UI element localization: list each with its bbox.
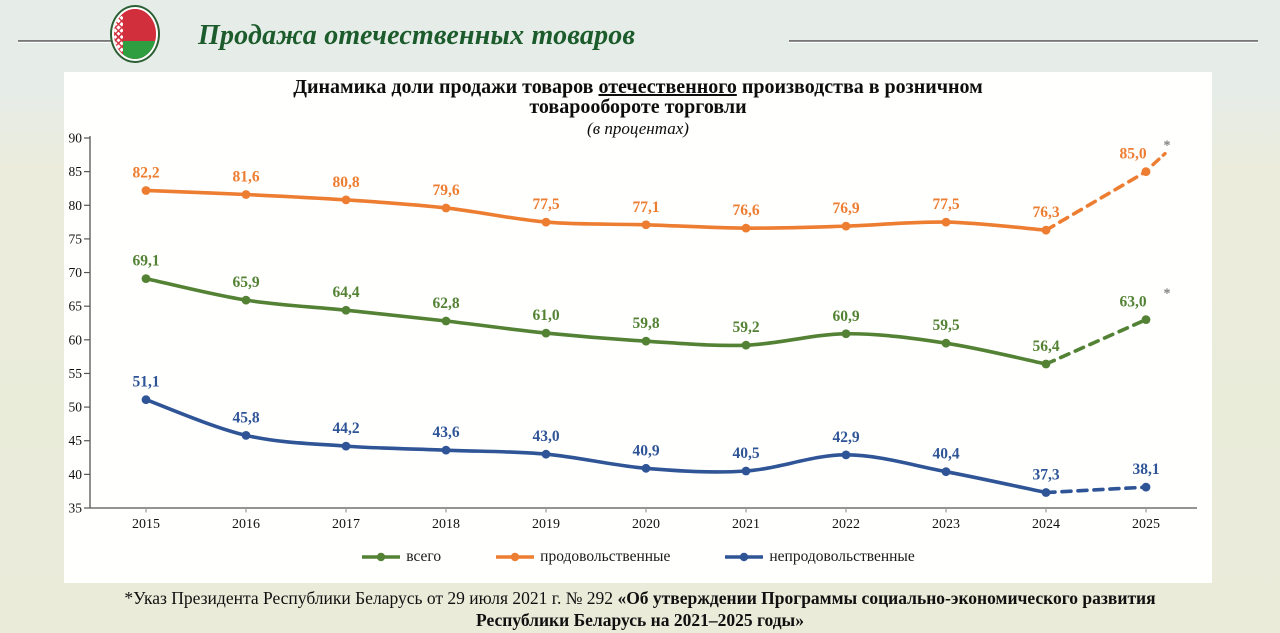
chart-legend: всего продовольственные непродовольственны… [64,548,1212,566]
svg-text:77,5: 77,5 [932,196,959,213]
svg-text:76,9: 76,9 [832,200,859,217]
footnote-bold-1: «Об утверждении Программы социально-экон… [617,588,1156,608]
svg-text:80,8: 80,8 [332,174,359,191]
svg-text:56,4: 56,4 [1032,338,1059,355]
svg-text:81,6: 81,6 [232,169,259,186]
svg-text:59,2: 59,2 [732,319,759,336]
svg-text:2017: 2017 [332,517,360,532]
svg-text:43,0: 43,0 [532,428,559,445]
legend-label: продовольственные [540,548,671,565]
svg-text:2015: 2015 [132,517,160,532]
svg-text:60,9: 60,9 [832,308,859,325]
chart-title-line2: товарообороте торговли [529,96,747,119]
legend-label: непродовольственные [769,548,915,565]
legend-item-продовольственные: продовольственные [495,548,670,566]
svg-text:63,0: 63,0 [1119,294,1146,311]
chart-subtitle: (в процентах) [587,118,689,138]
series-всего: 69,1 65,9 64,4 62,8 61,0 59,8 59,2 60,9 59,5 56,4… [132,253,1171,369]
series-непродовольственные: 51,1 45,8 44,2 43,6 43,0 40,9 40,5 42,9 40,4 37,3… [132,374,1160,497]
svg-text:65: 65 [69,299,83,314]
page-title: Продажа отечественных товаров [198,20,636,51]
svg-text:80: 80 [69,198,83,213]
svg-text:76,3: 76,3 [1032,204,1059,221]
svg-text:2018: 2018 [432,517,460,532]
svg-text:64,4: 64,4 [332,284,359,301]
svg-text:*: * [1164,139,1171,154]
svg-text:51,1: 51,1 [132,374,159,391]
chart-title: Динамика доли продажи товаров отечествен… [64,72,1212,118]
svg-text:45,8: 45,8 [232,409,259,426]
series-продовольственные: 82,2 81,6 80,8 79,6 77,5 77,1 76,6 76,9 77,5 76,3… [132,139,1171,235]
svg-text:69,1: 69,1 [132,253,159,270]
svg-text:35: 35 [69,501,83,516]
svg-text:77,1: 77,1 [632,199,659,216]
svg-text:2023: 2023 [932,517,960,532]
svg-text:2025: 2025 [1132,517,1160,532]
chart-title-underlined: отечественного [598,76,737,98]
decorative-rule-left [18,40,112,42]
chart-title-part2: производства в розничном [736,76,983,98]
belarus-flag-emblem [110,5,160,63]
svg-text:2020: 2020 [632,517,660,532]
svg-text:59,8: 59,8 [632,315,659,332]
svg-text:70: 70 [69,265,83,280]
svg-text:60: 60 [69,332,83,347]
svg-text:2019: 2019 [532,517,560,532]
svg-text:2024: 2024 [1032,517,1060,532]
flag-red-band [122,9,156,41]
svg-text:61,0: 61,0 [532,307,559,324]
svg-text:45: 45 [69,433,83,448]
svg-text:62,8: 62,8 [432,295,459,312]
svg-text:42,9: 42,9 [832,429,859,446]
chart-title-part1: Динамика доли продажи товаров [293,76,599,98]
svg-text:40,5: 40,5 [732,445,759,462]
decorative-rule-right [789,40,1258,42]
footnote: *Указ Президента Республики Беларусь от … [0,588,1280,632]
legend-item-всего: всего [361,548,441,566]
belarus-flag-icon [114,9,156,59]
svg-text:38,1: 38,1 [1132,461,1159,478]
svg-text:2021: 2021 [732,517,760,532]
chart-card: Динамика доли продажи товаров отечествен… [64,72,1212,583]
svg-text:79,6: 79,6 [432,182,459,199]
legend-label: всего [406,548,442,565]
legend-marker-icon [362,552,401,562]
legend-item-непродовольственные: непродовольственные [724,548,915,566]
svg-text:2022: 2022 [832,517,860,532]
line-chart: 35 40 45 50 55 60 65 70 75 80 85 90 2015 2016 2017 2018… [69,131,1197,532]
footnote-bold-2: Республики Беларусь на 2021–2025 годы» [476,609,804,630]
svg-text:59,5: 59,5 [932,317,959,334]
svg-text:90: 90 [69,131,83,146]
legend-marker-icon [725,552,764,562]
svg-text:40: 40 [69,467,83,482]
svg-text:40,9: 40,9 [632,442,659,459]
footnote-regular: *Указ Президента Республики Беларусь от … [124,588,618,608]
svg-text:85,0: 85,0 [1119,146,1146,163]
legend-marker-icon [496,552,535,562]
svg-text:76,6: 76,6 [732,202,759,219]
svg-text:82,2: 82,2 [132,164,159,181]
svg-text:55: 55 [69,366,83,381]
svg-text:40,4: 40,4 [932,446,959,463]
svg-text:37,3: 37,3 [1032,467,1059,484]
svg-text:85: 85 [69,164,83,179]
svg-text:44,2: 44,2 [332,420,359,437]
svg-text:77,5: 77,5 [532,196,559,213]
svg-text:*: * [1164,287,1171,302]
svg-text:65,9: 65,9 [232,274,259,291]
flag-ornament-strip [114,9,123,59]
svg-text:50: 50 [69,400,83,415]
flag-green-band [122,41,156,59]
svg-text:43,6: 43,6 [432,424,459,441]
svg-text:2016: 2016 [232,517,260,532]
svg-text:75: 75 [69,231,83,246]
